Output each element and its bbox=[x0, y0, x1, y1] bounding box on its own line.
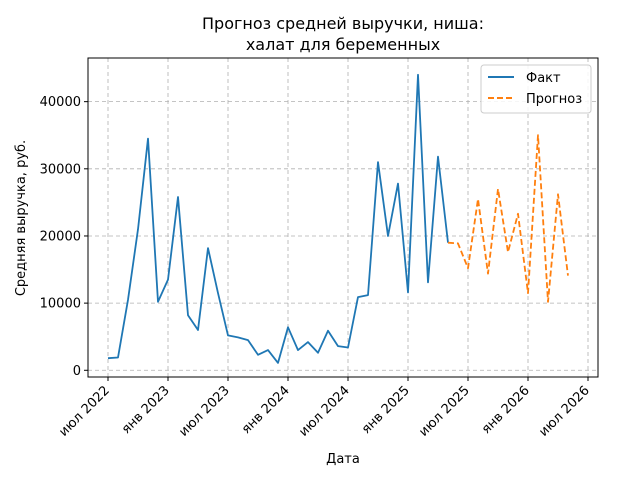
legend-label-forecast: Прогноз bbox=[526, 92, 582, 107]
x-tick-label: июл 2024 bbox=[296, 383, 353, 440]
series-line-fact bbox=[107, 73, 449, 364]
series-line-forecast bbox=[447, 134, 569, 303]
axis-ticks: июл 2022 янв 2023 июл 2023 янв 2024 июл 2024… bbox=[40, 95, 593, 440]
x-axis-label: Дата bbox=[326, 452, 360, 467]
x-tick-label: июл 2026 bbox=[536, 383, 593, 440]
legend-label-fact: Факт bbox=[526, 71, 561, 86]
x-tick-label: янв 2026 bbox=[479, 383, 533, 437]
series-layer bbox=[107, 73, 569, 364]
y-tick-label: 40000 bbox=[40, 95, 81, 110]
y-tick-label: 10000 bbox=[40, 297, 81, 312]
y-tick-label: 0 bbox=[73, 364, 81, 379]
chart-title-line1: Прогноз средней выручки, ниша: bbox=[202, 14, 484, 33]
x-tick-label: июл 2023 bbox=[176, 383, 233, 440]
x-tick-label: янв 2024 bbox=[239, 383, 293, 437]
y-axis-label: Средняя выручка, руб. bbox=[14, 140, 29, 296]
chart-title-line2: халат для беременных bbox=[246, 35, 440, 54]
y-tick-label: 30000 bbox=[40, 162, 81, 177]
x-tick-label: июл 2025 bbox=[416, 383, 473, 440]
plot-frame bbox=[87, 57, 599, 378]
x-tick-label: янв 2025 bbox=[359, 383, 413, 437]
y-tick-label: 20000 bbox=[40, 229, 81, 244]
x-tick-label: янв 2023 bbox=[119, 383, 173, 437]
legend: Факт Прогноз bbox=[480, 64, 592, 114]
x-tick-label: июл 2022 bbox=[56, 383, 113, 440]
